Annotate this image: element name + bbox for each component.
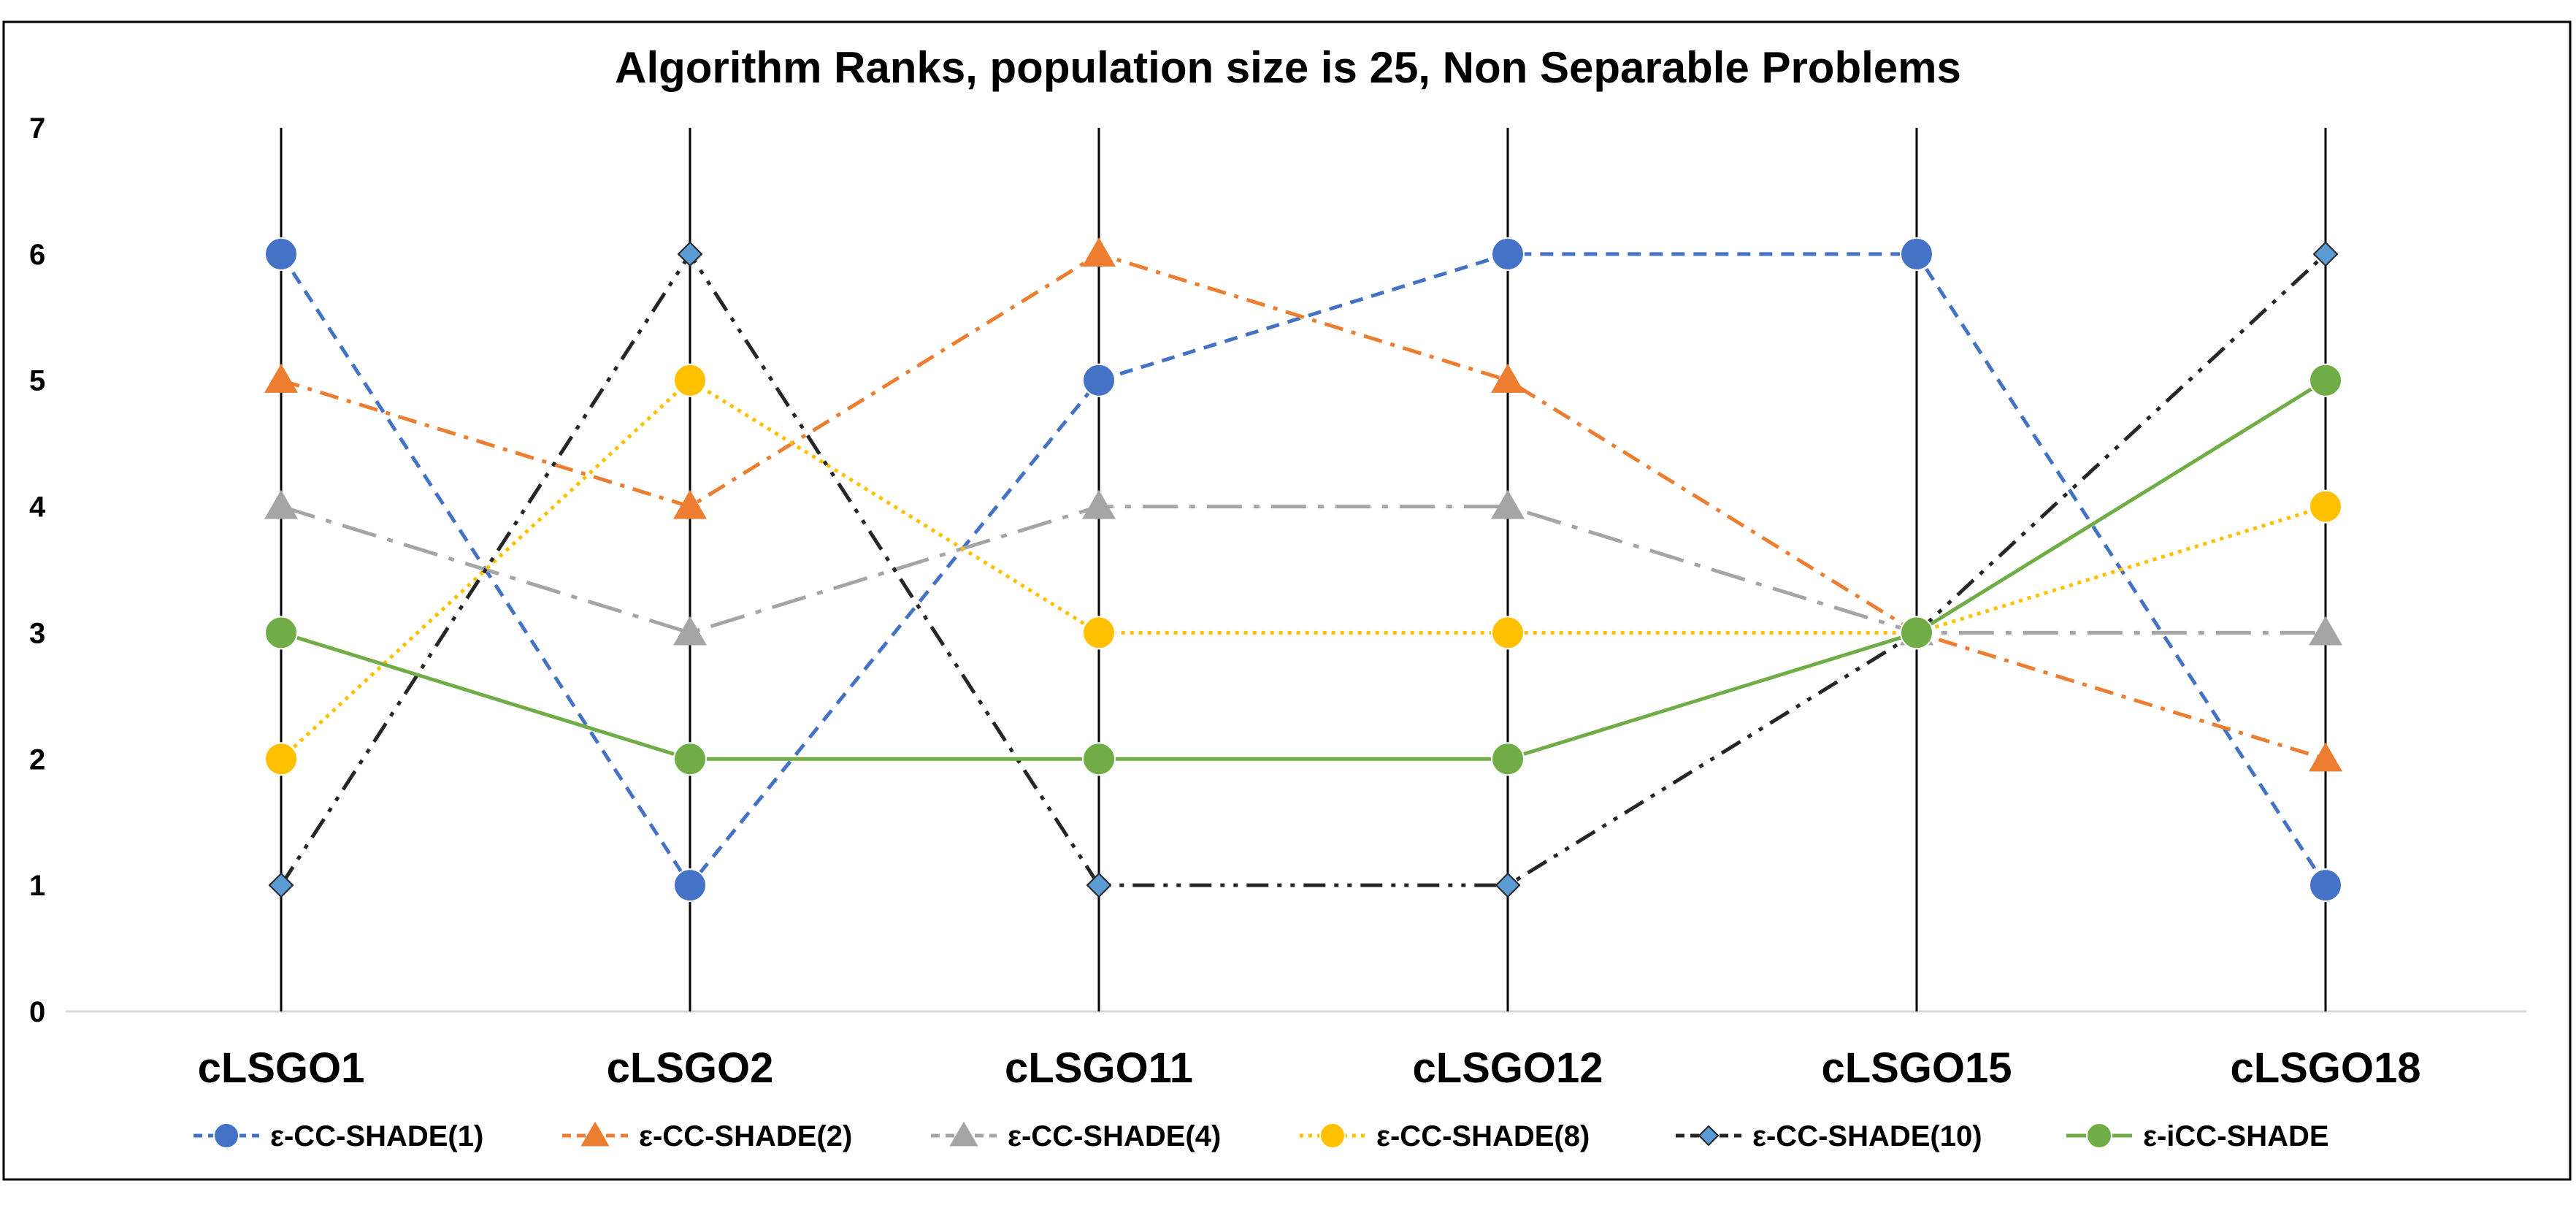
data-point bbox=[264, 489, 298, 519]
data-point bbox=[1900, 616, 1933, 650]
series-line bbox=[280, 505, 2326, 635]
y-tick-label: 5 bbox=[29, 365, 45, 397]
data-point bbox=[2309, 489, 2342, 524]
x-tick-label: cLSGO11 bbox=[1005, 1044, 1193, 1092]
data-point bbox=[1491, 363, 1525, 393]
series-line bbox=[280, 252, 2326, 761]
legend-item: ε-iCC-SHADE bbox=[2066, 1120, 2329, 1152]
data-point bbox=[1082, 742, 1116, 776]
data-point bbox=[2309, 363, 2342, 397]
data-point bbox=[1082, 489, 1116, 519]
series-5 bbox=[264, 363, 2342, 776]
legend-marker bbox=[949, 1121, 978, 1147]
data-point bbox=[1900, 237, 1933, 271]
x-tick-label: cLSGO18 bbox=[2230, 1044, 2420, 1092]
data-point bbox=[1491, 237, 1525, 271]
y-tick-label: 4 bbox=[29, 491, 46, 524]
legend-item: ε-CC-SHADE(8) bbox=[1300, 1120, 1590, 1152]
data-point bbox=[1491, 489, 1525, 519]
legend-label: ε-CC-SHADE(4) bbox=[1008, 1120, 1221, 1152]
data-point bbox=[673, 742, 707, 776]
series-line bbox=[280, 378, 2326, 761]
x-tick-label: cLSGO12 bbox=[1412, 1044, 1603, 1092]
chart-title: Algorithm Ranks, population size is 25, … bbox=[615, 43, 1961, 92]
legend-marker bbox=[2086, 1122, 2112, 1149]
axes: 0 1 2 3 4 5 6 7 cLSGO1 cLSGO2 cLSGO11 cLSGO12 cLSGO1… bbox=[29, 112, 2526, 1092]
legend-item: ε-CC-SHADE(1) bbox=[193, 1120, 483, 1152]
data-point bbox=[677, 241, 703, 267]
data-point bbox=[1491, 616, 1525, 650]
data-point bbox=[1082, 616, 1116, 650]
series-1 bbox=[264, 237, 2342, 772]
y-tick-label: 7 bbox=[29, 112, 45, 145]
series-line bbox=[280, 378, 2327, 761]
data-point bbox=[1082, 237, 1116, 267]
series-0 bbox=[264, 237, 2342, 903]
data-point bbox=[673, 868, 707, 903]
legend-label: ε-CC-SHADE(10) bbox=[1752, 1120, 1982, 1152]
legend-item: ε-CC-SHADE(4) bbox=[931, 1120, 1221, 1152]
data-point bbox=[673, 616, 707, 646]
x-tick-label: cLSGO15 bbox=[1821, 1044, 2012, 1092]
legend-label: ε-CC-SHADE(2) bbox=[639, 1120, 852, 1152]
legend-item: ε-CC-SHADE(10) bbox=[1676, 1120, 1982, 1152]
x-tick-label: cLSGO1 bbox=[198, 1044, 365, 1092]
data-point bbox=[1086, 872, 1112, 898]
legend-marker bbox=[580, 1121, 610, 1147]
legend-label: ε-CC-SHADE(1) bbox=[270, 1120, 483, 1152]
x-tick-label: cLSGO2 bbox=[607, 1044, 774, 1092]
data-point bbox=[1495, 872, 1521, 898]
data-point bbox=[2309, 616, 2342, 646]
data-point bbox=[673, 363, 707, 397]
y-tick-label: 2 bbox=[29, 743, 45, 776]
legend-marker bbox=[1319, 1122, 1346, 1149]
chart-frame bbox=[2, 20, 2572, 1181]
data-point bbox=[673, 489, 707, 519]
data-point bbox=[268, 872, 294, 898]
data-point bbox=[264, 742, 298, 776]
data-point bbox=[264, 237, 298, 271]
series-line bbox=[279, 252, 2327, 887]
data-point bbox=[1491, 742, 1525, 776]
legend-marker bbox=[213, 1122, 239, 1149]
data-point bbox=[2309, 742, 2342, 772]
legend-label: ε-CC-SHADE(8) bbox=[1376, 1120, 1590, 1152]
y-tick-label: 1 bbox=[29, 870, 45, 902]
data-point bbox=[264, 363, 298, 393]
y-tick-label: 6 bbox=[29, 239, 45, 271]
legend: ε-CC-SHADE(1) ε-CC-SHADE(2) ε-CC-SHADE(4) ε… bbox=[193, 1120, 2329, 1152]
data-point bbox=[264, 616, 298, 650]
y-tick-label: 3 bbox=[29, 617, 45, 649]
data-point bbox=[2309, 868, 2342, 903]
series-layer bbox=[264, 237, 2342, 903]
legend-item: ε-CC-SHADE(2) bbox=[562, 1120, 852, 1152]
y-tick-label: 0 bbox=[29, 996, 45, 1028]
data-point bbox=[1082, 363, 1116, 397]
data-point bbox=[2312, 241, 2339, 267]
legend-marker bbox=[1698, 1125, 1720, 1147]
legend-label: ε-iCC-SHADE bbox=[2143, 1120, 2329, 1152]
